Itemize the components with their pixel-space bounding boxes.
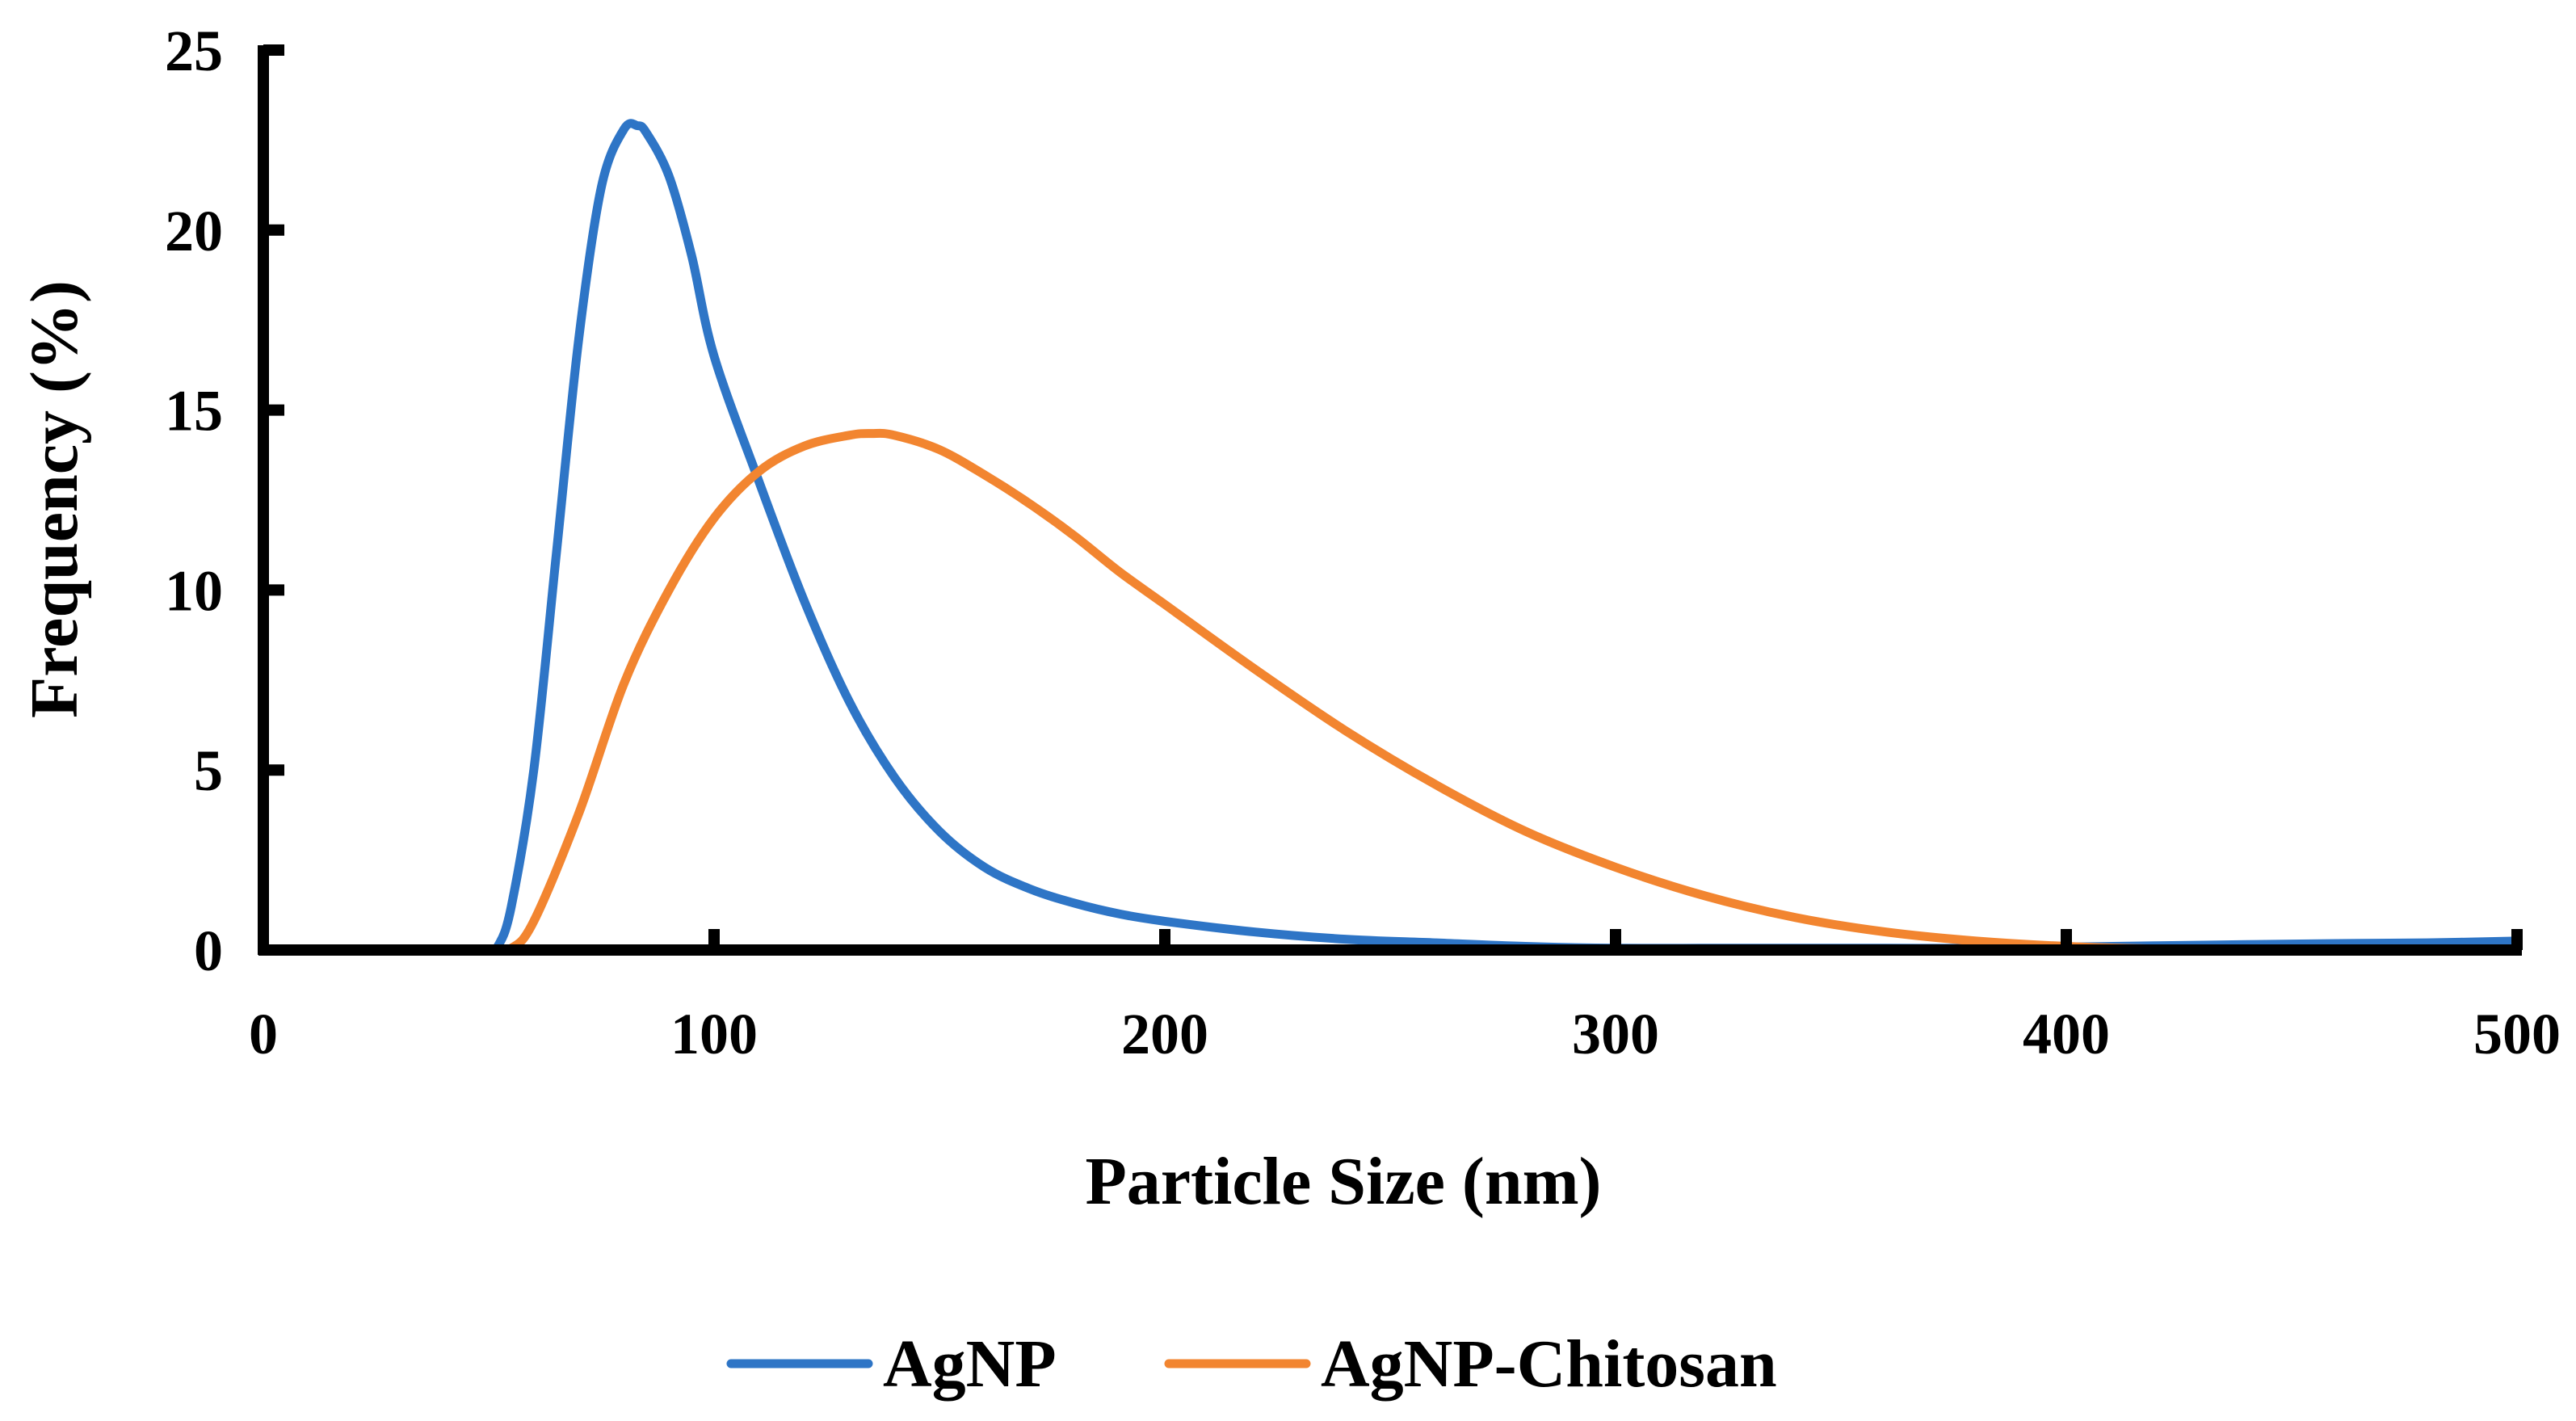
legend-item-agnp: AgNP (726, 1326, 1057, 1402)
legend-item-agnp-chitosan: AgNP-Chitosan (1164, 1326, 1777, 1402)
legend-label: AgNP (883, 1326, 1057, 1402)
x-tick-label: 500 (2473, 1002, 2561, 1066)
y-tick-label: 25 (165, 19, 223, 83)
y-tick-label: 15 (165, 379, 223, 444)
y-tick-label: 5 (194, 738, 223, 803)
x-axis-title: Particle Size (nm) (1085, 1144, 1601, 1219)
x-tick-label: 0 (249, 1002, 278, 1066)
legend: AgNP AgNP-Chitosan (726, 1326, 1777, 1402)
x-tick-label: 200 (1121, 1002, 1208, 1066)
y-tick-label: 10 (165, 558, 223, 623)
axes-layer: 0 5 10 15 20 25 0 100 200 300 400 500 (165, 19, 2561, 1066)
x-tick-label: 100 (670, 1002, 758, 1066)
x-tick-label: 300 (1572, 1002, 1659, 1066)
x-tick-label: 400 (2023, 1002, 2110, 1066)
legend-label: AgNP-Chitosan (1321, 1326, 1777, 1402)
y-tick-label: 0 (194, 919, 223, 983)
labels-layer: Particle Size (nm) Frequency (%) (17, 280, 1602, 1219)
y-axis-title: Frequency (%) (17, 280, 92, 718)
y-tick-label: 20 (165, 199, 223, 263)
